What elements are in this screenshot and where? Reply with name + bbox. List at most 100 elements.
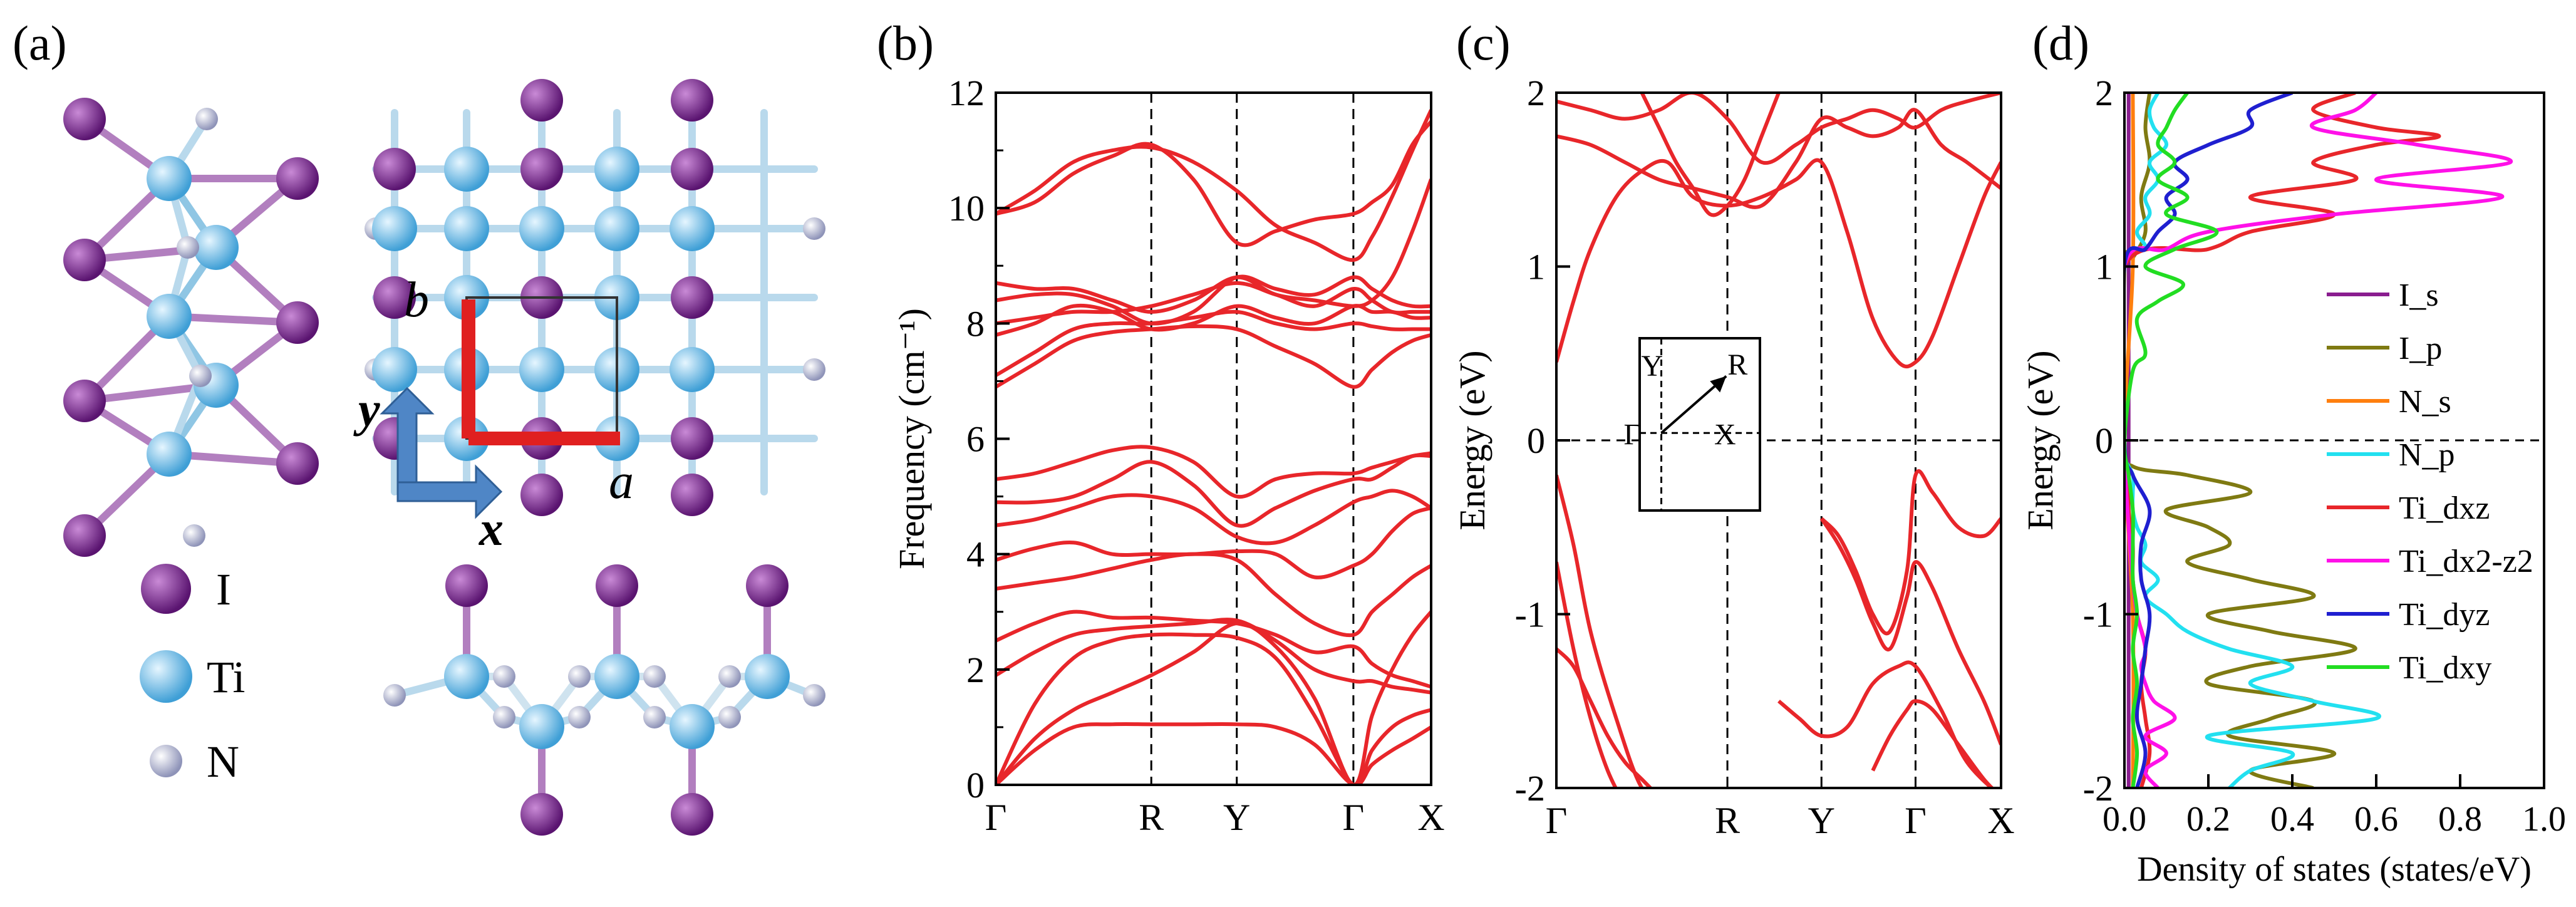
Ti-atom-icon <box>147 156 192 201</box>
I-atom-icon <box>671 79 713 122</box>
legend-label-I: I <box>216 564 231 614</box>
band-line-cb2 <box>1556 108 2001 209</box>
N-atom-icon <box>568 706 591 728</box>
N-atom-icon <box>718 706 741 728</box>
y-tick-label: 1 <box>2095 247 2113 288</box>
Ti-atom-icon <box>147 294 192 339</box>
bz-arrow-head-icon <box>1710 376 1727 393</box>
dos-line-N_s <box>2124 93 2136 788</box>
band-line-band13 <box>996 303 1431 337</box>
Ti-atom-icon <box>745 654 790 699</box>
I-atom-icon <box>746 564 789 607</box>
legend-entry-I_p: I_p <box>2399 331 2442 366</box>
band-line-band7 <box>996 506 1431 579</box>
plot-area-d <box>2124 93 2544 788</box>
bz-box <box>1638 337 1761 512</box>
kpoint-label: R <box>1715 800 1740 841</box>
dos-line-Ti_dx2-z2 <box>2124 93 2513 788</box>
y-axis-label: Energy (eV) <box>2020 350 2061 530</box>
band-line-band16 <box>996 179 1431 314</box>
I-atom-icon <box>671 417 713 460</box>
axis-label-x: x <box>478 501 504 556</box>
band-line-band2 <box>996 632 1431 785</box>
panel-a: (a) a b y x I Ti N <box>13 16 825 836</box>
y-axis-label: Frequency (cm⁻¹) <box>891 308 932 569</box>
kpoint-label: Γ <box>1905 800 1927 841</box>
N-atom-icon <box>643 665 666 688</box>
kpoint-label: Γ <box>985 797 1007 838</box>
brillouin-zone-inset: Y R Γ X <box>1624 337 1761 512</box>
band-line-vb3 <box>1556 647 1653 788</box>
N-atom-icon <box>195 108 218 130</box>
Ti-atom-icon <box>147 432 192 477</box>
N-atom-icon <box>568 665 591 688</box>
bz-label-Gamma: Γ <box>1624 418 1642 451</box>
y-tick-label: 10 <box>948 188 985 229</box>
legend-entry-Ti_dxz: Ti_dxz <box>2399 490 2490 526</box>
dos-line-Ti_dxy <box>2124 93 2219 788</box>
bz-label-X: X <box>1714 418 1736 451</box>
band-line-vb2 <box>1556 561 1618 788</box>
Ti-atom-icon <box>519 704 564 749</box>
y-tick-label: 2 <box>1527 73 1545 113</box>
dos-line-Ti_dyz <box>2124 93 2294 788</box>
band-line-vb4 <box>1777 660 1995 788</box>
y-tick-label: 0 <box>966 765 985 806</box>
I-atom-icon <box>373 148 416 190</box>
y-tick-label: -2 <box>1515 768 1545 809</box>
y-tick-label: 4 <box>966 534 985 575</box>
dos-line-N_p <box>2124 93 2381 788</box>
y-tick-label: 6 <box>966 419 985 460</box>
Ti-atom-icon <box>194 225 239 270</box>
Ti-atom-icon <box>594 654 639 699</box>
y-tick-label: 8 <box>966 303 985 344</box>
Ti-atom-icon <box>444 206 489 251</box>
band-line-band6 <box>996 552 1431 638</box>
kpoint-label: R <box>1139 797 1164 838</box>
panel-label-b: (b) <box>877 16 934 70</box>
x-tick-label: 0.8 <box>2438 800 2482 839</box>
I-atom-icon <box>276 442 319 485</box>
Ti-atom-icon <box>670 347 715 392</box>
x-tick-label: 0.0 <box>2103 800 2146 839</box>
unit-cell <box>462 296 620 445</box>
plot-area-b <box>996 93 1431 785</box>
panel-label-d: (d) <box>2032 16 2089 70</box>
I-atom-icon <box>520 474 563 516</box>
y-tick-label: -1 <box>2083 594 2113 635</box>
I-atom-icon <box>276 157 319 200</box>
Ti-atom-icon <box>372 347 417 392</box>
y-axis-label: Energy (eV) <box>1452 350 1492 530</box>
x-axis-label: Density of states (states/eV) <box>2137 850 2532 889</box>
N-atom-icon <box>803 217 825 240</box>
x-tick-label: 0.4 <box>2270 800 2314 839</box>
bz-label-R: R <box>1727 348 1747 381</box>
I-atom-icon <box>445 564 488 607</box>
legend-entry-N_p: N_p <box>2399 437 2455 473</box>
band-line-cb3 <box>1556 93 2001 165</box>
N-atom-icon <box>803 358 825 381</box>
panel-label-c: (c) <box>1456 16 1511 70</box>
chart-density-of-states: -2 -1 0 1 2 0.0 0.2 0.4 0.6 0.8 1.0 Density of stat… <box>2020 73 2566 889</box>
N-atom-icon <box>383 684 406 707</box>
I-atom-icon <box>520 793 563 836</box>
legend-atom-I-icon <box>141 564 191 614</box>
structure-bottom-view <box>383 564 825 836</box>
N-atom-icon <box>803 684 825 707</box>
legend-entry-Ti_dxy: Ti_dxy <box>2399 650 2491 686</box>
kpoint-label: X <box>1417 797 1444 838</box>
y-tick-label: 1 <box>1527 247 1545 288</box>
I-atom-icon <box>63 239 106 281</box>
kpoint-label: Y <box>1223 797 1250 838</box>
x-tick-label: 0.6 <box>2354 800 2398 839</box>
Ti-atom-icon <box>594 147 639 192</box>
chart-electronic-bands: -2 -1 0 1 2 Γ R Y Γ X Energy (eV) Y R Γ X <box>1452 73 2015 841</box>
I-atom-icon <box>520 148 563 190</box>
N-atom-icon <box>718 665 741 688</box>
kpoint-label: Γ <box>1343 797 1365 838</box>
I-atom-icon <box>63 98 106 140</box>
y-tick-label: 2 <box>2095 73 2113 113</box>
y-tick-label: -1 <box>1515 594 1545 635</box>
I-atom-icon <box>63 380 106 422</box>
